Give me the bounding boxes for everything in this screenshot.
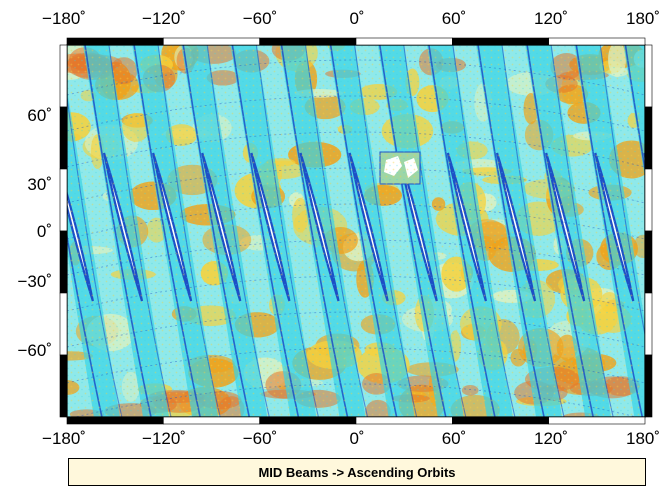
frame-segment-bottom	[355, 416, 453, 425]
frame-segment-left	[59, 44, 68, 108]
frame-segment-right	[644, 230, 653, 294]
bottom-lon-label-180: 180˚	[626, 429, 660, 448]
lat-label-neg30: −30˚	[18, 272, 53, 291]
lat-label-60: 60˚	[27, 106, 52, 125]
top-lon-label-60: 60˚	[442, 9, 467, 28]
bottom-longitude-labels: −180˚ −120˚ −60˚ 0˚ 60˚ 120˚ 180˚	[42, 429, 660, 448]
frame-segment-bottom	[548, 416, 646, 425]
frame-segment-left	[59, 230, 68, 294]
frame-segment-top	[163, 37, 260, 46]
speckle-overlay	[67, 45, 645, 417]
top-lon-label-120: 120˚	[534, 9, 568, 28]
top-lon-label-neg120: −120˚	[142, 9, 186, 28]
bottom-lon-label-neg120: −120˚	[142, 429, 186, 448]
lat-label-neg60: −60˚	[18, 341, 53, 360]
frame-segment-top	[66, 37, 164, 46]
top-lon-label-neg60: −60˚	[243, 9, 278, 28]
bottom-lon-label-0: 0˚	[349, 429, 364, 448]
frame-segment-right	[644, 292, 653, 356]
frame-segment-top	[548, 37, 646, 46]
frame-segment-bottom	[163, 416, 260, 425]
frame-segment-top	[355, 37, 453, 46]
bottom-lon-label-neg60: −60˚	[243, 429, 278, 448]
top-lon-label-180: 180˚	[626, 9, 660, 28]
frame-segment-left	[59, 354, 68, 418]
frame-segment-right	[644, 106, 653, 170]
map-border-ticks	[59, 37, 653, 425]
top-lon-label-0: 0˚	[349, 9, 364, 28]
frame-segment-left	[59, 106, 68, 170]
map-area	[66, 44, 646, 418]
caption-box: MID Beams -> Ascending Orbits	[68, 458, 646, 486]
frame-segment-top	[452, 37, 549, 46]
frame-segment-right	[644, 354, 653, 418]
top-longitude-labels: −180˚ −120˚ −60˚ 0˚ 60˚ 120˚ 180˚	[42, 9, 660, 28]
frame-segment-right	[644, 168, 653, 232]
frame-segment-left	[59, 292, 68, 356]
bottom-lon-label-neg180: −180˚	[42, 429, 86, 448]
frame-segment-top	[259, 37, 357, 46]
lat-label-30: 30˚	[27, 175, 52, 194]
bottom-lon-label-60: 60˚	[442, 429, 467, 448]
bottom-lon-label-120: 120˚	[534, 429, 568, 448]
frame-segment-bottom	[452, 416, 549, 425]
frame-segment-left	[59, 168, 68, 232]
latitude-labels: 60˚ 30˚ 0˚ −30˚ −60˚	[18, 106, 53, 360]
lat-label-0: 0˚	[37, 222, 52, 241]
top-lon-label-neg180: −180˚	[42, 9, 86, 28]
caption-text: MID Beams -> Ascending Orbits	[258, 464, 456, 480]
frame-segment-right	[644, 44, 653, 108]
frame-segment-bottom	[259, 416, 357, 425]
frame-segment-bottom	[66, 416, 164, 425]
